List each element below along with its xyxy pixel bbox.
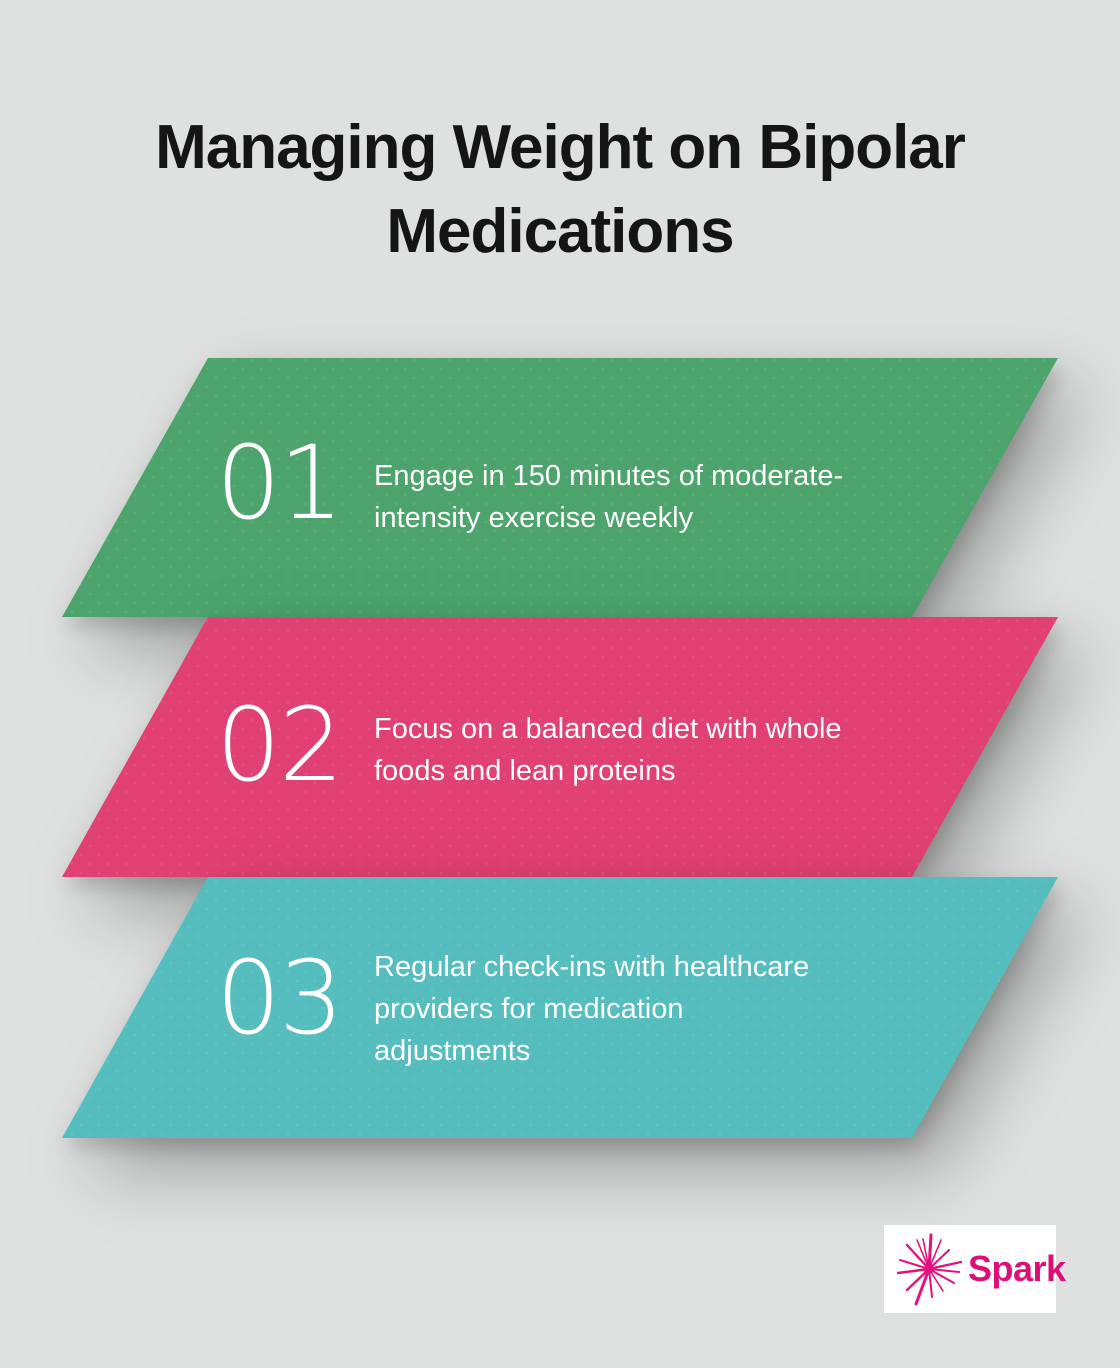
page-title-line-1: Managing Weight on Bipolar <box>155 113 966 182</box>
page-title-line-2: Medications <box>386 197 734 266</box>
step-2-number: 02 <box>216 686 344 805</box>
step-3-text: Regular check-ins with healthcare provid… <box>374 946 954 1072</box>
step-1-text-line-1: Engage in 150 minutes of moderate- <box>374 460 844 492</box>
step-1-text: Engage in 150 minutes of moderate- inten… <box>374 455 954 539</box>
step-3-text-line-2: providers for medication <box>374 993 684 1025</box>
spark-logo: Spark <box>884 1225 1066 1313</box>
step-2-text: Focus on a balanced diet with whole food… <box>374 708 954 792</box>
step-1-number: 01 <box>216 424 344 543</box>
step-3-text-line-3: adjustments <box>374 1035 531 1067</box>
step-2-text-line-2: foods and lean proteins <box>374 755 676 787</box>
step-3-number: 03 <box>216 939 344 1058</box>
step-3-text-line-1: Regular check-ins with healthcare <box>374 951 810 983</box>
spark-starburst-icon <box>896 1233 963 1306</box>
step-2-text-line-1: Focus on a balanced diet with whole <box>374 713 842 745</box>
page-title: Managing Weight on Bipolar Medications <box>0 106 1120 274</box>
step-1-text-line-2: intensity exercise weekly <box>374 502 694 534</box>
spark-logo-text: Spark <box>968 1248 1066 1289</box>
